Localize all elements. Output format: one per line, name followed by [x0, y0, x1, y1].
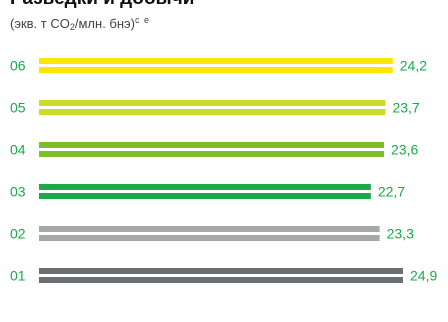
bar-06-lower — [39, 67, 393, 73]
subtitle-subscript: 2 — [69, 22, 75, 32]
bar-03-lower — [39, 193, 371, 199]
subtitle-superscript: c e — [135, 15, 151, 25]
chart-title: Разведки и добычи — [10, 0, 195, 10]
bar-06-upper — [39, 58, 393, 64]
bar-02-lower — [39, 235, 380, 241]
bar-03-upper — [39, 184, 371, 190]
bar-group-03: 03 22,7 — [10, 184, 405, 200]
category-label-06: 06 — [10, 58, 26, 74]
bar-group-05: 05 23,7 — [10, 100, 420, 116]
category-label-05: 05 — [10, 100, 26, 116]
bar-01-lower — [39, 277, 403, 283]
value-label-06: 24,2 — [400, 58, 427, 74]
bar-05-upper — [39, 100, 386, 106]
bar-group-01: 01 24,9 — [10, 268, 437, 284]
value-label-01: 24,9 — [410, 268, 437, 284]
value-label-03: 22,7 — [378, 184, 405, 200]
subtitle-middle: /млн. бнэ) — [74, 16, 135, 31]
value-label-05: 23,7 — [392, 100, 419, 116]
bar-04-upper — [39, 142, 384, 148]
value-label-02: 23,3 — [387, 226, 414, 242]
category-label-03: 03 — [10, 184, 26, 200]
category-label-01: 01 — [10, 268, 26, 284]
bar-group-06: 06 24,2 — [10, 58, 427, 74]
bar-02-upper — [39, 226, 380, 232]
bar-04-lower — [39, 151, 384, 157]
bar-05-lower — [39, 109, 386, 115]
bar-01-upper — [39, 268, 403, 274]
bar-group-04: 04 23,6 — [10, 142, 418, 158]
bar-group-02: 02 23,3 — [10, 226, 414, 242]
subtitle-prefix: (экв. т CO — [10, 16, 70, 31]
category-label-04: 04 — [10, 142, 26, 158]
value-label-04: 23,6 — [391, 142, 418, 158]
chart-subtitle: (экв. т CO2/млн. бнэ)c e — [10, 15, 150, 32]
category-label-02: 02 — [10, 226, 26, 242]
